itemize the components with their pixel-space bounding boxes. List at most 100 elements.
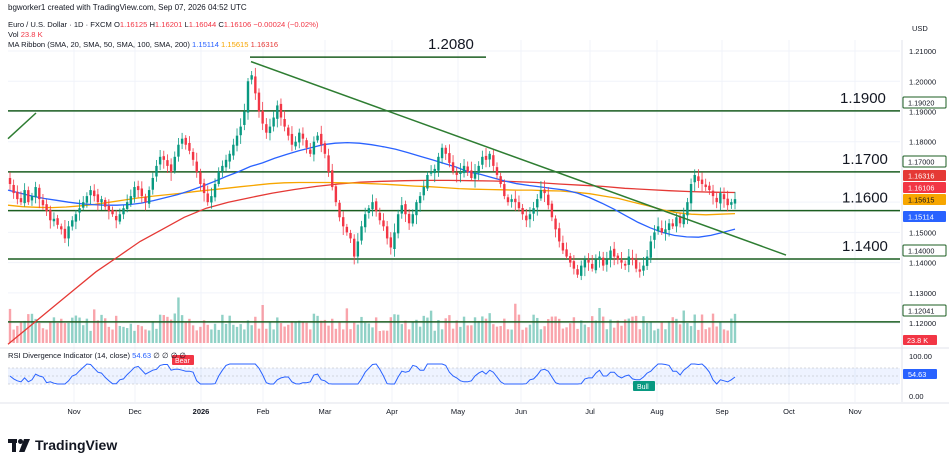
candle-body[interactable]	[144, 196, 147, 203]
candle-body[interactable]	[261, 110, 264, 124]
candle-body[interactable]	[616, 255, 620, 260]
candle-body[interactable]	[612, 248, 616, 257]
candle-body[interactable]	[287, 127, 290, 136]
candle-body[interactable]	[601, 257, 605, 266]
candle-body[interactable]	[382, 220, 385, 227]
candle-body[interactable]	[184, 137, 187, 145]
candle-body[interactable]	[199, 172, 202, 185]
candle-body[interactable]	[418, 196, 422, 204]
candle-body[interactable]	[642, 265, 645, 271]
candle-body[interactable]	[638, 269, 641, 272]
candle-body[interactable]	[444, 147, 447, 154]
candle-body[interactable]	[459, 171, 462, 174]
candle-body[interactable]	[100, 199, 103, 203]
candle-body[interactable]	[320, 133, 323, 145]
candle-body[interactable]	[213, 184, 217, 198]
candle-body[interactable]	[503, 184, 506, 197]
candle-body[interactable]	[561, 242, 565, 251]
candle-body[interactable]	[484, 155, 488, 160]
candle-body[interactable]	[389, 237, 393, 248]
candle-body[interactable]	[627, 256, 631, 265]
candle-body[interactable]	[594, 259, 598, 271]
trendlines[interactable]	[7, 60, 787, 256]
candle-body[interactable]	[686, 202, 689, 216]
candle-body[interactable]	[569, 256, 572, 263]
candle-body[interactable]	[422, 187, 425, 196]
candle-body[interactable]	[74, 214, 78, 222]
candle-body[interactable]	[122, 208, 125, 215]
candle-body[interactable]	[378, 212, 382, 221]
candle-body[interactable]	[733, 199, 737, 204]
candle-body[interactable]	[609, 250, 612, 259]
candle-body[interactable]	[623, 263, 627, 266]
candle-body[interactable]	[598, 256, 601, 260]
candle-body[interactable]	[481, 156, 484, 165]
candle-body[interactable]	[514, 198, 517, 203]
candle-body[interactable]	[550, 203, 554, 218]
candle-body[interactable]	[352, 238, 356, 257]
candle-body[interactable]	[715, 197, 718, 203]
candle-body[interactable]	[147, 190, 151, 204]
candle-body[interactable]	[78, 208, 81, 213]
candle-body[interactable]	[440, 147, 444, 159]
candle-body[interactable]	[565, 249, 568, 257]
candle-body[interactable]	[448, 153, 451, 163]
candle-body[interactable]	[499, 176, 502, 185]
candle-body[interactable]	[56, 218, 59, 225]
candle-body[interactable]	[400, 205, 403, 214]
candle-body[interactable]	[202, 183, 206, 194]
candle-body[interactable]	[722, 194, 726, 200]
candle-body[interactable]	[554, 218, 557, 230]
short-trendline[interactable]	[7, 112, 37, 140]
candle-body[interactable]	[547, 194, 550, 206]
candle-body[interactable]	[16, 191, 19, 200]
candle-body[interactable]	[232, 144, 235, 156]
rsi-legend[interactable]: RSI Divergence Indicator (14, close) 54.…	[8, 351, 186, 360]
candle-body[interactable]	[558, 228, 561, 242]
candle-body[interactable]	[492, 155, 495, 166]
candle-body[interactable]	[473, 171, 477, 179]
candle-body[interactable]	[631, 257, 634, 260]
candle-body[interactable]	[19, 198, 23, 203]
candle-body[interactable]	[429, 171, 433, 174]
candle-body[interactable]	[158, 156, 162, 165]
candle-body[interactable]	[539, 190, 543, 199]
candle-body[interactable]	[265, 124, 268, 133]
candle-body[interactable]	[536, 199, 539, 208]
candle-body[interactable]	[664, 229, 667, 234]
candle-body[interactable]	[114, 215, 118, 221]
candle-body[interactable]	[180, 138, 184, 144]
candle-body[interactable]	[191, 151, 195, 160]
candle-body[interactable]	[521, 208, 524, 215]
candle-body[interactable]	[726, 198, 729, 206]
candle-body[interactable]	[162, 156, 165, 160]
candle-body[interactable]	[166, 160, 169, 166]
candle-body[interactable]	[345, 226, 349, 233]
candle-body[interactable]	[528, 214, 532, 220]
candle-body[interactable]	[104, 199, 107, 207]
candle-body[interactable]	[360, 226, 363, 241]
candle-body[interactable]	[426, 174, 429, 189]
candle-body[interactable]	[682, 214, 685, 225]
candle-body[interactable]	[169, 164, 173, 172]
descending-trendline[interactable]	[250, 60, 787, 256]
candle-body[interactable]	[257, 92, 261, 112]
candle-body[interactable]	[188, 142, 191, 151]
candle-body[interactable]	[708, 185, 711, 191]
candle-body[interactable]	[415, 202, 418, 216]
candle-body[interactable]	[363, 214, 367, 228]
candle-body[interactable]	[342, 217, 345, 227]
candle-body[interactable]	[590, 263, 594, 269]
candle-body[interactable]	[675, 217, 678, 227]
candle-body[interactable]	[290, 133, 294, 145]
candle-body[interactable]	[678, 217, 682, 224]
candle-body[interactable]	[697, 176, 700, 181]
candle-body[interactable]	[620, 260, 623, 263]
candle-body[interactable]	[224, 159, 228, 168]
candle-body[interactable]	[316, 135, 319, 141]
candle-body[interactable]	[93, 190, 96, 197]
candle-body[interactable]	[356, 241, 360, 257]
candle-body[interactable]	[283, 119, 286, 127]
candle-body[interactable]	[206, 193, 209, 203]
